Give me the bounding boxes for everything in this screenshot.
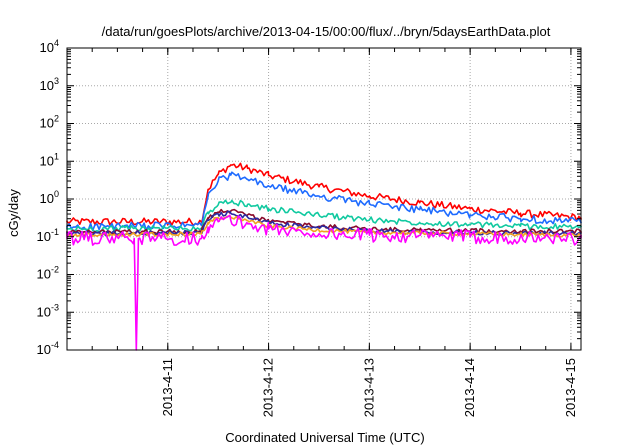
x-tick-label: 2013-4-14 [462, 358, 477, 417]
y-tick-label: 102 [40, 114, 59, 131]
axis-layer: 10-4 10-3 10-2 10-1 100 101 102 103 104 2013-4-11… [37, 38, 582, 417]
y-tick-label: 10-2 [37, 265, 59, 282]
chart-title: /data/run/goesPlots/archive/2013-04-15/0… [102, 24, 551, 39]
y-tick-label: 10-1 [37, 227, 59, 244]
x-axis-label: Coordinated Universal Time (UTC) [225, 430, 424, 445]
y-tick-label: 103 [40, 76, 59, 93]
series-layer [66, 162, 582, 351]
x-tick-label: 2013-4-11 [160, 358, 175, 416]
x-tick-label: 2013-4-12 [261, 358, 276, 417]
grid-layer [67, 48, 581, 350]
y-tick-label: 10-4 [37, 340, 59, 357]
y-tick-label: 104 [40, 38, 59, 55]
series-line-2 [66, 171, 582, 232]
y-tick-label: 10-3 [37, 302, 59, 319]
plot-frame [66, 47, 582, 351]
y-axis-label: cGy/day [6, 189, 21, 237]
series-line-1 [66, 162, 582, 227]
x-tick-label: 2013-4-13 [361, 358, 376, 417]
y-tick-label: 100 [40, 189, 59, 206]
x-tick-label: 2013-4-15 [563, 358, 578, 417]
series-line-3 [66, 199, 582, 233]
series-line-7 [66, 214, 582, 351]
y-tick-label: 101 [40, 151, 59, 168]
